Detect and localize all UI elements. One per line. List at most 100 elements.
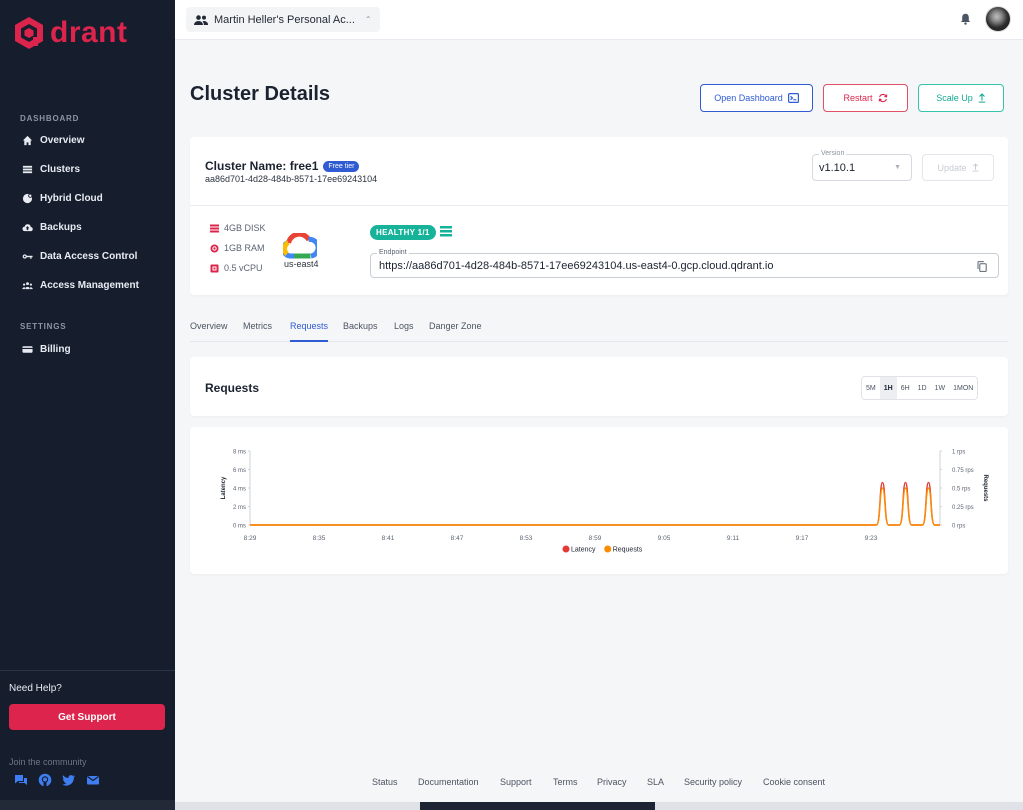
dashboard-heading: DASHBOARD — [20, 114, 80, 123]
github-icon[interactable] — [38, 773, 52, 787]
series-line-requests — [250, 487, 940, 526]
sidebar-item-label: Data Access Control — [40, 251, 138, 262]
legend-label-requests: Requests — [613, 547, 643, 554]
group-icon — [22, 282, 33, 290]
cloud-upload-icon — [22, 224, 33, 232]
sidebar-divider — [0, 670, 175, 671]
x-tick-label: 8:29 — [244, 535, 257, 542]
account-switcher[interactable]: Martin Heller's Personal Ac... ⌃ — [186, 7, 380, 32]
tab-metrics[interactable]: Metrics — [243, 321, 272, 331]
range-1mon[interactable]: 1MON — [953, 384, 974, 392]
bottom-strip — [175, 802, 1023, 810]
legend-marker-latency — [562, 545, 570, 553]
scale-up-label: Scale Up — [936, 93, 973, 103]
x-tick-label: 9:17 — [796, 535, 809, 542]
list-icon — [22, 165, 33, 174]
copy-icon[interactable] — [977, 261, 987, 272]
requests-chart: 0 ms 2 ms 4 ms 6 ms 8 ms 0 rps 0.25 rps 0.5 rps… — [221, 450, 988, 554]
cluster-tabs: Overview Metrics Requests Backups Logs D… — [190, 320, 1008, 342]
x-tick-label: 8:59 — [589, 535, 602, 542]
card-divider — [190, 205, 1008, 206]
y-right-tick-label: 0.25 rps — [952, 505, 974, 511]
range-5m[interactable]: 5M — [866, 384, 876, 392]
bell-icon[interactable] — [960, 13, 971, 25]
footer-link-terms[interactable]: Terms — [553, 777, 578, 787]
cluster-card: Cluster Name: free1 Free tier aa86d701-4… — [190, 137, 1008, 295]
endpoint-field[interactable]: Endpoint https://aa86d701-4d28-484b-8571… — [370, 249, 999, 278]
range-1h[interactable]: 1H — [879, 377, 897, 399]
arrow-up-icon — [972, 163, 978, 172]
sidebar-item-hybrid-cloud[interactable]: Hybrid Cloud — [22, 193, 103, 204]
avatar[interactable] — [985, 6, 1011, 32]
cpu-spec: 0.5 vCPU — [210, 263, 263, 273]
tab-requests[interactable]: Requests — [290, 321, 329, 331]
update-button[interactable]: Update — [922, 154, 994, 181]
health-badge: HEALTHY 1/1 — [370, 225, 436, 240]
endpoint-label: Endpoint — [377, 249, 409, 256]
get-support-button[interactable]: Get Support — [9, 704, 165, 730]
version-select[interactable]: Version v1.10.1 ▼ — [812, 150, 912, 181]
tab-overview[interactable]: Overview — [190, 321, 228, 331]
scale-up-button[interactable]: Scale Up — [918, 84, 1004, 112]
range-6h[interactable]: 6H — [900, 384, 910, 392]
y-right-tick-label: 0.5 rps — [952, 487, 970, 493]
ram-value: 1GB RAM — [224, 243, 265, 253]
footer-link-documentation[interactable]: Documentation — [418, 777, 479, 787]
key-icon — [22, 254, 33, 259]
x-tick-label: 8:47 — [451, 535, 464, 542]
footer-link-privacy[interactable]: Privacy — [597, 777, 627, 787]
open-dashboard-button[interactable]: Open Dashboard — [700, 84, 813, 112]
cluster-name: Cluster Name: free1 Free tier — [205, 159, 360, 173]
sidebar-item-label: Access Management — [40, 280, 139, 291]
twitter-icon[interactable] — [62, 773, 76, 787]
sidebar-item-data-access-control[interactable]: Data Access Control — [22, 251, 137, 262]
requests-header-card: Requests 5M 1H 6H 1D 1W 1MON — [190, 357, 1008, 416]
sidebar-item-label: Billing — [40, 344, 71, 355]
x-tick-label: 8:41 — [382, 535, 395, 542]
y-left-axis-title: Latency — [221, 476, 227, 499]
need-help-label: Need Help? — [9, 683, 62, 694]
sidebar-item-billing[interactable]: Billing — [22, 344, 71, 355]
range-1w[interactable]: 1W — [934, 384, 946, 392]
discord-icon[interactable] — [14, 773, 28, 787]
tab-logs[interactable]: Logs — [394, 321, 414, 331]
restart-label: Restart — [843, 93, 873, 103]
update-label: Update — [937, 162, 967, 173]
tab-backups[interactable]: Backups — [343, 321, 378, 331]
footer-link-security-policy[interactable]: Security policy — [684, 777, 743, 787]
sidebar-item-access-management[interactable]: Access Management — [22, 280, 139, 291]
y-left-tick-label: 0 ms — [233, 524, 246, 530]
cpu-value: 0.5 vCPU — [224, 263, 263, 273]
footer-link-support[interactable]: Support — [500, 777, 532, 787]
sidebar-item-overview[interactable]: Overview — [22, 135, 84, 146]
restart-button[interactable]: Restart — [823, 84, 908, 112]
mail-icon[interactable] — [86, 773, 100, 787]
y-left-tick-label: 2 ms — [233, 505, 246, 511]
y-left-tick-label: 4 ms — [233, 487, 246, 493]
community-links — [14, 773, 100, 787]
sidebar-item-backups[interactable]: Backups — [22, 222, 82, 233]
range-1d[interactable]: 1D — [917, 384, 927, 392]
footer-link-sla[interactable]: SLA — [647, 777, 665, 787]
legend-marker-requests — [604, 545, 612, 553]
sidebar-item-clusters[interactable]: Clusters — [22, 164, 80, 175]
endpoint-value: https://aa86d701-4d28-484b-8571-17ee6924… — [379, 260, 774, 272]
unfold-icon: ⌃ — [364, 15, 372, 24]
version-value: v1.10.1 — [819, 162, 856, 174]
join-community-label: Join the community — [9, 757, 87, 767]
version-label: Version — [819, 150, 847, 157]
free-tier-badge: Free tier — [323, 160, 360, 172]
brand-name: drant — [50, 16, 128, 49]
nodes-list-icon[interactable] — [440, 226, 452, 237]
footer-link-status[interactable]: Status — [372, 777, 398, 787]
footer-link-cookie-consent[interactable]: Cookie consent — [763, 777, 826, 787]
cluster-id: aa86d701-4d28-484b-8571-17ee69243104 — [205, 174, 378, 184]
chevron-down-icon: ▼ — [894, 164, 901, 171]
active-tab-indicator — [290, 340, 328, 342]
y-right-tick-label: 1 rps — [952, 450, 965, 456]
region-label: us-east4 — [284, 259, 319, 269]
tab-danger-zone[interactable]: Danger Zone — [429, 321, 482, 331]
disk-value: 4GB DISK — [224, 223, 266, 233]
qdrant-logo[interactable]: drant — [14, 16, 128, 50]
open-dashboard-label: Open Dashboard — [714, 93, 783, 103]
